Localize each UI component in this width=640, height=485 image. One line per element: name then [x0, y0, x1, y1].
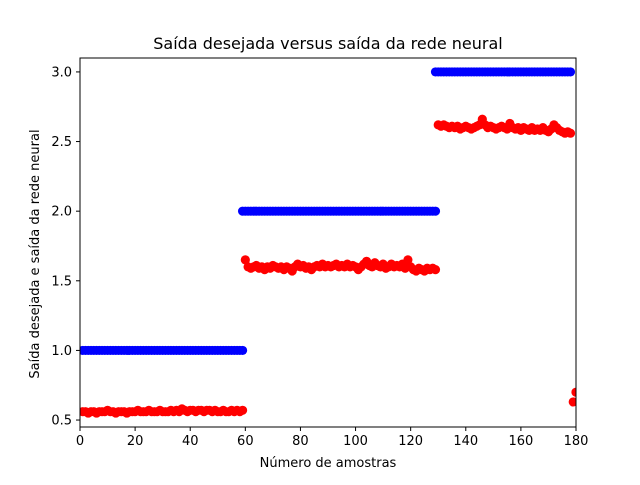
y-tick-label: 1.0	[51, 344, 72, 359]
network-output-point	[403, 255, 413, 265]
network-output-point	[237, 405, 248, 415]
network-output-point	[565, 128, 576, 138]
y-tick-label: 0.5	[51, 414, 72, 429]
x-tick-label: 60	[237, 434, 254, 449]
y-tick-label: 2.5	[51, 135, 72, 150]
x-tick-label: 140	[453, 434, 478, 449]
y-axis-label: Saída desejada e saída da rede neural	[28, 129, 43, 378]
desired-output-point	[430, 206, 441, 216]
axes-frame	[79, 57, 577, 428]
plot-area: 0 20 40 60 80 100 120 140 160 180 0.5 1.0 1.5 2.0 2.5 3…	[51, 57, 589, 449]
x-tick-label: 20	[127, 434, 144, 449]
x-axis-label: Número de amostras	[260, 456, 397, 471]
x-tick-label: 160	[508, 434, 533, 449]
x-tick-label: 40	[182, 434, 199, 449]
x-tick-label: 80	[292, 434, 309, 449]
x-tick-label: 180	[564, 434, 589, 449]
network-output-point	[430, 265, 441, 275]
x-tick-label: 0	[76, 434, 84, 449]
y-tick-label: 2.0	[51, 205, 72, 220]
chart-title: Saída desejada versus saída da rede neur…	[153, 34, 503, 53]
x-tick-label: 120	[398, 434, 423, 449]
network-output-point	[571, 387, 576, 397]
y-tick-label: 3.0	[51, 65, 72, 80]
desired-output-point	[237, 345, 248, 356]
network-output-point	[568, 397, 576, 407]
desired-output-point	[565, 67, 576, 77]
x-tick-label: 100	[343, 434, 368, 449]
y-tick-label: 1.5	[51, 274, 72, 289]
network-output-point	[240, 255, 250, 265]
data-markers	[80, 67, 576, 418]
